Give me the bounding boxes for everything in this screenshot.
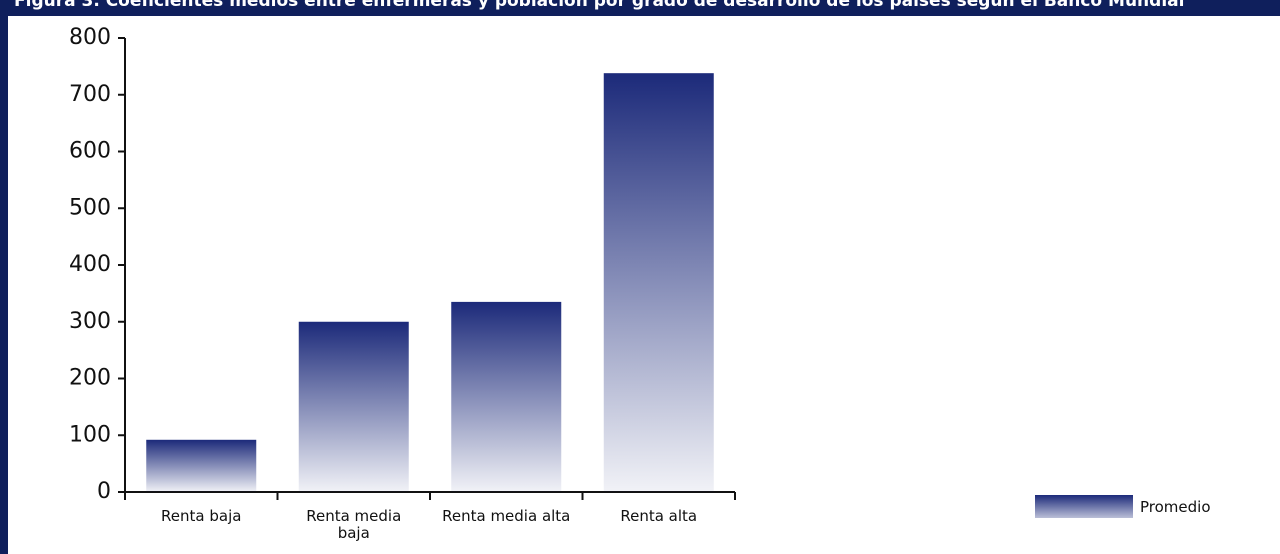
y-tick-label: 600 [69,139,111,164]
x-tick-label: Renta media baja [306,507,402,542]
chart-title: Figura 3. Coeficientes medios entre enfe… [14,0,1185,11]
bar [451,301,562,492]
y-tick-label: 200 [69,366,111,391]
y-tick-label: 700 [69,82,111,107]
bar [603,73,714,492]
y-tick-label: 800 [69,25,111,50]
frame [0,0,8,554]
bar [146,439,257,492]
x-tick-label: Renta media alta [442,507,571,525]
title-bar: Figura 3. Coeficientes medios entre enfe… [0,0,1280,16]
y-tick-label: 400 [69,252,111,277]
legend-swatch [1035,495,1133,518]
legend-label: Promedio [1140,498,1211,516]
y-tick-label: 500 [69,195,111,220]
y-tick-label: 0 [97,479,111,504]
y-tick-label: 100 [69,422,111,447]
y-tick-label: 300 [69,309,111,334]
x-tick-label: Renta alta [620,507,698,525]
bar [298,321,409,492]
x-tick-label: Renta baja [161,507,242,525]
